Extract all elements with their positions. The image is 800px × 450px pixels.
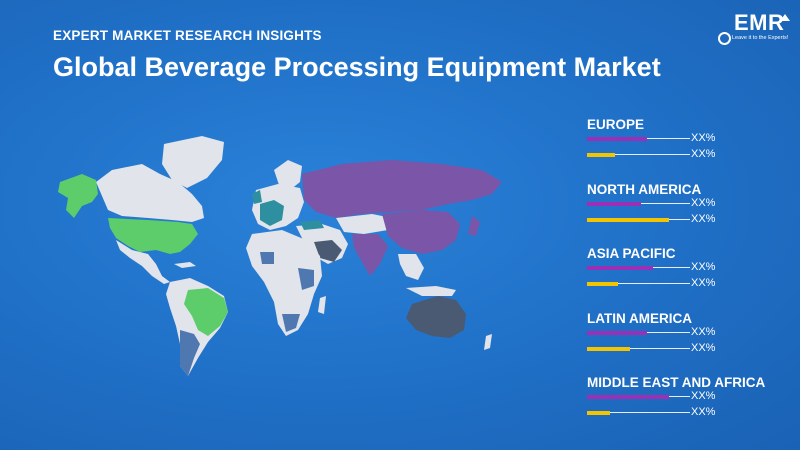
world-map: [58, 136, 502, 376]
map-usa: [108, 218, 198, 254]
bar-series-1: [587, 266, 653, 270]
map-south-africa: [282, 314, 300, 332]
bar-track: [587, 347, 690, 349]
map-china: [382, 210, 460, 254]
bar-series-1: [587, 395, 669, 399]
map-caribbean: [174, 262, 196, 268]
bar-value-label: XX%: [691, 148, 716, 160]
bar-value-label: XX%: [691, 341, 716, 354]
bar-track: [587, 283, 690, 284]
bar-series-2: [587, 411, 610, 415]
map-greenland: [162, 136, 224, 188]
region-label: ASIA PACIFIC: [587, 246, 676, 261]
map-west-africa: [260, 252, 274, 264]
logo-tagline: Leave it to the Experts!: [732, 35, 789, 41]
map-brazil: [184, 288, 228, 336]
logo-circle-icon: [718, 32, 731, 45]
bar-value-label: XX%: [691, 406, 716, 418]
emr-logo: EMR Leave it to the Experts!: [714, 10, 792, 46]
map-turkey: [300, 220, 324, 230]
map-western-europe: [260, 200, 284, 226]
bar-value-label: XX%: [691, 196, 716, 209]
page-title: Global Beverage Processing Equipment Mar…: [53, 52, 661, 82]
bar-series-2: [587, 282, 618, 286]
map-argentina: [180, 330, 200, 376]
map-russia: [302, 160, 502, 218]
region-legend: EUROPE XX% XX% NORTH AMERICA XX% XX% ASIA PACI…: [587, 0, 800, 450]
bar-series-1: [587, 137, 647, 141]
bar-series-1: [587, 201, 641, 206]
bar-value-label: XX%: [691, 390, 716, 402]
bar-series-1: [587, 330, 647, 335]
map-indonesia: [406, 286, 456, 296]
kicker-text: EXPERT MARKET RESEARCH INSIGHTS: [53, 28, 322, 43]
bar-series-2: [587, 217, 669, 222]
map-scandinavia: [274, 160, 302, 190]
logo-arrow-icon: [780, 14, 790, 21]
region-label: NORTH AMERICA: [587, 181, 702, 197]
bar-track: [587, 412, 690, 413]
bar-value-label: XX%: [691, 212, 716, 225]
bar-value-label: XX%: [691, 277, 716, 289]
region-label: EUROPE: [587, 117, 645, 132]
map-australia: [406, 296, 466, 338]
map-central-asia: [336, 214, 392, 234]
map-alaska: [58, 174, 98, 218]
map-saudi: [314, 240, 342, 262]
map-mexico: [116, 240, 170, 284]
map-india: [352, 234, 388, 276]
map-se-asia: [398, 254, 424, 280]
map-east-africa: [298, 268, 314, 290]
bar-value-label: XX%: [691, 325, 716, 338]
map-madagascar: [318, 296, 326, 314]
bar-series-2: [587, 153, 615, 157]
bar-value-label: XX%: [691, 261, 716, 273]
logo-text: EMR: [734, 10, 785, 35]
region-label: MIDDLE EAST AND AFRICA: [587, 375, 766, 390]
map-japan: [468, 216, 480, 236]
bar-value-label: XX%: [691, 132, 716, 144]
region-label: LATIN AMERICA: [587, 310, 692, 326]
map-uk: [252, 190, 262, 204]
map-new-zealand: [484, 334, 492, 350]
bar-series-2: [587, 346, 630, 351]
bar-track: [587, 154, 690, 155]
map-canada: [96, 164, 204, 222]
